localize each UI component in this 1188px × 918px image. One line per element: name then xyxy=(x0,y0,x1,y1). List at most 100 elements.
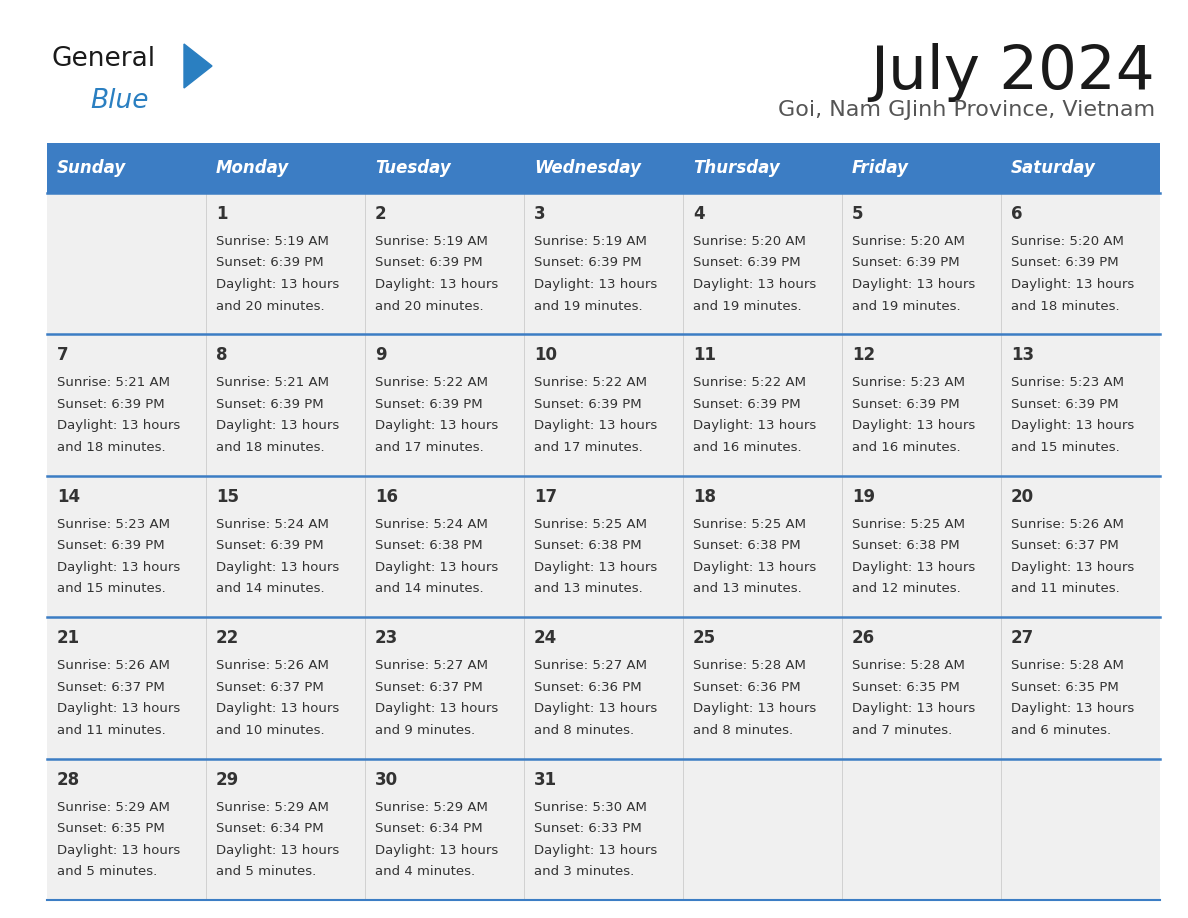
Text: and 13 minutes.: and 13 minutes. xyxy=(693,582,802,595)
Bar xyxy=(842,143,1001,193)
Text: Sunrise: 5:26 AM: Sunrise: 5:26 AM xyxy=(216,659,329,672)
Text: Sunset: 6:39 PM: Sunset: 6:39 PM xyxy=(533,256,642,270)
Text: Sunrise: 5:28 AM: Sunrise: 5:28 AM xyxy=(1011,659,1124,672)
Text: 1: 1 xyxy=(216,205,227,223)
Text: 18: 18 xyxy=(693,487,716,506)
Text: and 20 minutes.: and 20 minutes. xyxy=(216,299,324,312)
Text: Sunset: 6:37 PM: Sunset: 6:37 PM xyxy=(57,681,165,694)
Text: and 11 minutes.: and 11 minutes. xyxy=(1011,582,1120,595)
Text: and 16 minutes.: and 16 minutes. xyxy=(852,441,961,453)
Text: Daylight: 13 hours: Daylight: 13 hours xyxy=(375,561,498,574)
Bar xyxy=(683,143,842,193)
Text: 15: 15 xyxy=(216,487,239,506)
Text: Daylight: 13 hours: Daylight: 13 hours xyxy=(852,702,975,715)
Text: Sunrise: 5:20 AM: Sunrise: 5:20 AM xyxy=(1011,235,1124,248)
Text: Daylight: 13 hours: Daylight: 13 hours xyxy=(216,561,340,574)
Text: and 19 minutes.: and 19 minutes. xyxy=(693,299,802,312)
Text: Sunset: 6:34 PM: Sunset: 6:34 PM xyxy=(375,823,482,835)
Text: and 8 minutes.: and 8 minutes. xyxy=(693,723,794,737)
Text: Sunrise: 5:21 AM: Sunrise: 5:21 AM xyxy=(57,376,170,389)
Text: Sunrise: 5:23 AM: Sunrise: 5:23 AM xyxy=(1011,376,1124,389)
Text: Sunset: 6:33 PM: Sunset: 6:33 PM xyxy=(533,823,642,835)
Text: 31: 31 xyxy=(533,770,557,789)
Bar xyxy=(1001,143,1159,193)
Text: Sunset: 6:38 PM: Sunset: 6:38 PM xyxy=(693,539,801,553)
Text: and 5 minutes.: and 5 minutes. xyxy=(216,865,316,879)
Text: 21: 21 xyxy=(57,629,80,647)
Text: Sunset: 6:39 PM: Sunset: 6:39 PM xyxy=(1011,256,1119,270)
Text: Daylight: 13 hours: Daylight: 13 hours xyxy=(533,702,657,715)
Text: Sunrise: 5:22 AM: Sunrise: 5:22 AM xyxy=(375,376,488,389)
Text: Sunset: 6:35 PM: Sunset: 6:35 PM xyxy=(57,823,165,835)
Text: Sunrise: 5:30 AM: Sunrise: 5:30 AM xyxy=(533,800,647,813)
Text: Daylight: 13 hours: Daylight: 13 hours xyxy=(1011,702,1135,715)
Text: Daylight: 13 hours: Daylight: 13 hours xyxy=(693,561,816,574)
Text: and 10 minutes.: and 10 minutes. xyxy=(216,723,324,737)
Text: Sunset: 6:39 PM: Sunset: 6:39 PM xyxy=(852,397,960,411)
Text: 8: 8 xyxy=(216,346,227,364)
Text: and 6 minutes.: and 6 minutes. xyxy=(1011,723,1111,737)
Text: Sunset: 6:38 PM: Sunset: 6:38 PM xyxy=(533,539,642,553)
Text: and 4 minutes.: and 4 minutes. xyxy=(375,865,475,879)
Text: Sunrise: 5:28 AM: Sunrise: 5:28 AM xyxy=(852,659,965,672)
Polygon shape xyxy=(184,44,211,88)
Text: Sunrise: 5:25 AM: Sunrise: 5:25 AM xyxy=(852,518,965,531)
Text: 14: 14 xyxy=(57,487,80,506)
Text: Sunset: 6:36 PM: Sunset: 6:36 PM xyxy=(533,681,642,694)
Text: and 15 minutes.: and 15 minutes. xyxy=(1011,441,1120,453)
Text: 16: 16 xyxy=(375,487,398,506)
Text: Sunset: 6:39 PM: Sunset: 6:39 PM xyxy=(533,397,642,411)
Text: Sunrise: 5:24 AM: Sunrise: 5:24 AM xyxy=(216,518,329,531)
Text: 17: 17 xyxy=(533,487,557,506)
Text: Daylight: 13 hours: Daylight: 13 hours xyxy=(216,420,340,432)
Text: Sunset: 6:38 PM: Sunset: 6:38 PM xyxy=(375,539,482,553)
Text: Sunset: 6:39 PM: Sunset: 6:39 PM xyxy=(1011,397,1119,411)
Text: 26: 26 xyxy=(852,629,876,647)
Text: Saturday: Saturday xyxy=(1011,159,1095,177)
Text: Daylight: 13 hours: Daylight: 13 hours xyxy=(216,278,340,291)
Text: Daylight: 13 hours: Daylight: 13 hours xyxy=(57,702,181,715)
Text: Sunset: 6:35 PM: Sunset: 6:35 PM xyxy=(1011,681,1119,694)
Text: and 19 minutes.: and 19 minutes. xyxy=(852,299,961,312)
Text: and 18 minutes.: and 18 minutes. xyxy=(1011,299,1119,312)
Text: and 17 minutes.: and 17 minutes. xyxy=(375,441,484,453)
Text: Wednesday: Wednesday xyxy=(533,159,642,177)
Text: Sunset: 6:37 PM: Sunset: 6:37 PM xyxy=(375,681,482,694)
Text: Sunrise: 5:29 AM: Sunrise: 5:29 AM xyxy=(375,800,488,813)
Text: Daylight: 13 hours: Daylight: 13 hours xyxy=(1011,561,1135,574)
Text: 5: 5 xyxy=(852,205,864,223)
Text: Daylight: 13 hours: Daylight: 13 hours xyxy=(1011,420,1135,432)
Text: and 17 minutes.: and 17 minutes. xyxy=(533,441,643,453)
Text: Sunrise: 5:23 AM: Sunrise: 5:23 AM xyxy=(852,376,965,389)
Text: 12: 12 xyxy=(852,346,876,364)
Text: and 7 minutes.: and 7 minutes. xyxy=(852,723,953,737)
Text: and 18 minutes.: and 18 minutes. xyxy=(57,441,165,453)
Text: Daylight: 13 hours: Daylight: 13 hours xyxy=(375,702,498,715)
Text: 29: 29 xyxy=(216,770,239,789)
Text: 23: 23 xyxy=(375,629,398,647)
Bar xyxy=(48,617,1159,758)
Text: Sunrise: 5:20 AM: Sunrise: 5:20 AM xyxy=(693,235,805,248)
Text: Friday: Friday xyxy=(852,159,909,177)
Text: 10: 10 xyxy=(533,346,557,364)
Text: and 8 minutes.: and 8 minutes. xyxy=(533,723,634,737)
Text: Daylight: 13 hours: Daylight: 13 hours xyxy=(693,278,816,291)
Text: Sunset: 6:34 PM: Sunset: 6:34 PM xyxy=(216,823,323,835)
Text: and 18 minutes.: and 18 minutes. xyxy=(216,441,324,453)
Text: Blue: Blue xyxy=(90,88,148,114)
Text: 19: 19 xyxy=(852,487,876,506)
Text: 27: 27 xyxy=(1011,629,1035,647)
Text: Sunrise: 5:19 AM: Sunrise: 5:19 AM xyxy=(216,235,329,248)
Text: 13: 13 xyxy=(1011,346,1034,364)
Text: Sunset: 6:36 PM: Sunset: 6:36 PM xyxy=(693,681,801,694)
Text: 3: 3 xyxy=(533,205,545,223)
Text: 30: 30 xyxy=(375,770,398,789)
Text: and 14 minutes.: and 14 minutes. xyxy=(216,582,324,595)
Text: Daylight: 13 hours: Daylight: 13 hours xyxy=(852,561,975,574)
Text: Daylight: 13 hours: Daylight: 13 hours xyxy=(1011,278,1135,291)
Text: Sunset: 6:38 PM: Sunset: 6:38 PM xyxy=(852,539,960,553)
Bar xyxy=(365,143,524,193)
Text: Monday: Monday xyxy=(216,159,289,177)
Text: and 20 minutes.: and 20 minutes. xyxy=(375,299,484,312)
Text: Sunrise: 5:20 AM: Sunrise: 5:20 AM xyxy=(852,235,965,248)
